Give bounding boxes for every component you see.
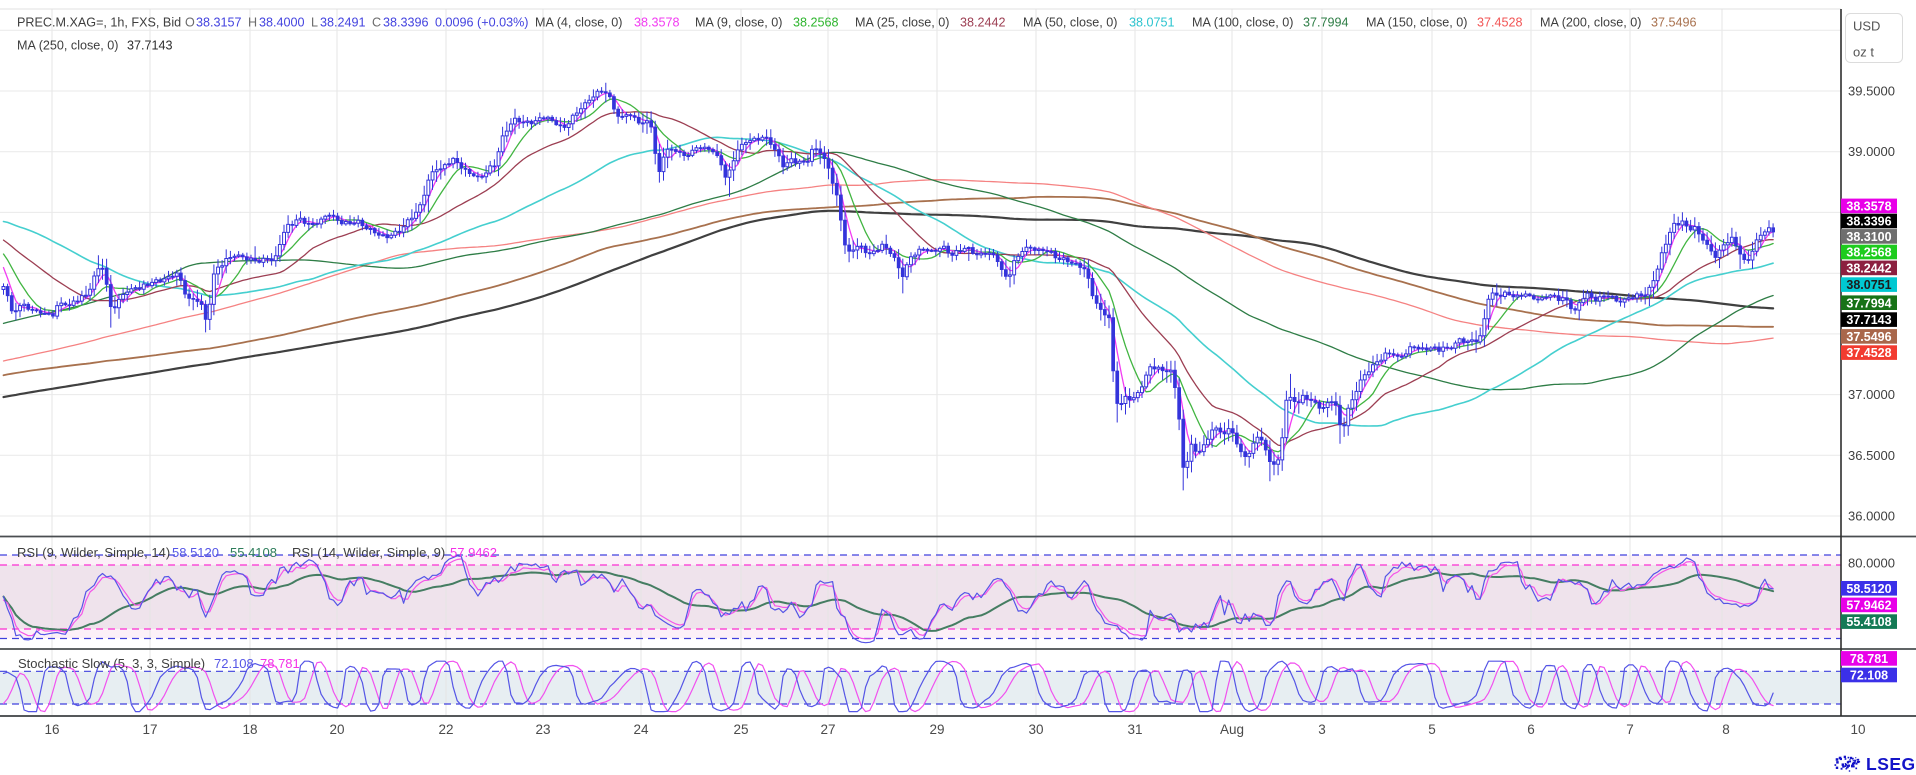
svg-text:C: C — [372, 16, 381, 30]
svg-text:37.7143: 37.7143 — [1846, 313, 1891, 327]
svg-text:78.781: 78.781 — [1850, 652, 1888, 666]
svg-text:MA (9, close, 0): MA (9, close, 0) — [695, 16, 783, 30]
svg-text:USD: USD — [1853, 19, 1880, 34]
svg-text:39.5000: 39.5000 — [1848, 84, 1895, 99]
svg-text:H: H — [248, 16, 257, 30]
svg-text:oz t: oz t — [1853, 45, 1874, 60]
svg-text:O: O — [185, 16, 195, 30]
svg-text:MA (250, close, 0): MA (250, close, 0) — [17, 39, 119, 53]
svg-text:37.4528: 37.4528 — [1477, 16, 1523, 30]
svg-text:5: 5 — [1428, 722, 1436, 737]
svg-text:38.3578: 38.3578 — [1846, 200, 1891, 214]
svg-text:38.3396: 38.3396 — [383, 16, 429, 30]
svg-text:36.5000: 36.5000 — [1848, 448, 1895, 463]
svg-text:58.5120: 58.5120 — [172, 545, 219, 560]
svg-text:MA (100, close, 0): MA (100, close, 0) — [1192, 16, 1294, 30]
svg-text:6: 6 — [1527, 722, 1535, 737]
svg-text:18: 18 — [242, 722, 257, 737]
svg-text:38.3157: 38.3157 — [196, 16, 242, 30]
svg-text:10: 10 — [1850, 722, 1865, 737]
svg-text:38.4000: 38.4000 — [259, 16, 305, 30]
svg-text:0.0096 (+0.03%): 0.0096 (+0.03%) — [435, 16, 528, 30]
svg-text:57.9462: 57.9462 — [450, 545, 497, 560]
svg-text:17: 17 — [142, 722, 157, 737]
svg-text:37.4528: 37.4528 — [1846, 346, 1891, 360]
svg-text:38.0751: 38.0751 — [1846, 278, 1891, 292]
svg-text:37.0000: 37.0000 — [1848, 387, 1895, 402]
svg-text:57.9462: 57.9462 — [1846, 599, 1891, 613]
svg-text:16: 16 — [44, 722, 59, 737]
svg-text:RSI (9, Wilder, Simple, 14): RSI (9, Wilder, Simple, 14) — [17, 545, 170, 560]
svg-text:38.3578: 38.3578 — [634, 16, 680, 30]
svg-text:PREC.M.XAG=, 1h, FXS, Bid: PREC.M.XAG=, 1h, FXS, Bid — [17, 16, 181, 30]
svg-text:23: 23 — [535, 722, 550, 737]
svg-text:30: 30 — [1028, 722, 1043, 737]
svg-text:37.7994: 37.7994 — [1303, 16, 1349, 30]
svg-text:MA (200, close, 0): MA (200, close, 0) — [1540, 16, 1642, 30]
svg-text:Stochastic Slow (5, 3, 3, Simp: Stochastic Slow (5, 3, 3, Simple) — [18, 656, 205, 671]
svg-text:L: L — [311, 16, 318, 30]
svg-text:MA (4, close, 0): MA (4, close, 0) — [535, 16, 623, 30]
svg-text:MA (150, close, 0): MA (150, close, 0) — [1366, 16, 1468, 30]
svg-text:78.781: 78.781 — [260, 656, 300, 671]
svg-text:72.108: 72.108 — [214, 656, 254, 671]
svg-text:38.2568: 38.2568 — [1846, 246, 1891, 260]
svg-text:8: 8 — [1722, 722, 1730, 737]
svg-text:38.3396: 38.3396 — [1846, 215, 1891, 229]
svg-text:36.0000: 36.0000 — [1848, 509, 1895, 524]
svg-text:80.0000: 80.0000 — [1848, 556, 1895, 571]
svg-text:58.5120: 58.5120 — [1846, 582, 1891, 596]
svg-text:24: 24 — [633, 722, 649, 737]
svg-text:7: 7 — [1626, 722, 1634, 737]
svg-text:37.7143: 37.7143 — [127, 39, 173, 53]
svg-text:LSEG: LSEG — [1866, 754, 1916, 774]
svg-text:MA (25, close, 0): MA (25, close, 0) — [855, 16, 950, 30]
svg-text:39.0000: 39.0000 — [1848, 144, 1895, 159]
svg-text:37.5496: 37.5496 — [1846, 330, 1891, 344]
svg-text:38.2568: 38.2568 — [793, 16, 839, 30]
svg-text:37.7994: 37.7994 — [1846, 296, 1891, 310]
svg-text:22: 22 — [438, 722, 453, 737]
svg-text:55.4108: 55.4108 — [230, 545, 277, 560]
svg-text:29: 29 — [929, 722, 944, 737]
svg-text:3: 3 — [1318, 722, 1326, 737]
svg-text:55.4108: 55.4108 — [1846, 615, 1891, 629]
svg-text:38.2442: 38.2442 — [960, 16, 1006, 30]
svg-text:Aug: Aug — [1220, 722, 1244, 737]
svg-text:37.5496: 37.5496 — [1651, 16, 1697, 30]
svg-text:38.0751: 38.0751 — [1129, 16, 1175, 30]
svg-text:31: 31 — [1127, 722, 1142, 737]
svg-text:MA (50, close, 0): MA (50, close, 0) — [1023, 16, 1118, 30]
svg-text:38.3100: 38.3100 — [1846, 230, 1891, 244]
svg-text:RSI (14, Wilder, Simple, 9): RSI (14, Wilder, Simple, 9) — [292, 545, 445, 560]
svg-text:38.2491: 38.2491 — [320, 16, 366, 30]
svg-text:38.2442: 38.2442 — [1846, 262, 1891, 276]
svg-text:20: 20 — [329, 722, 344, 737]
svg-text:25: 25 — [733, 722, 748, 737]
svg-text:72.108: 72.108 — [1850, 669, 1888, 683]
svg-text:27: 27 — [820, 722, 835, 737]
